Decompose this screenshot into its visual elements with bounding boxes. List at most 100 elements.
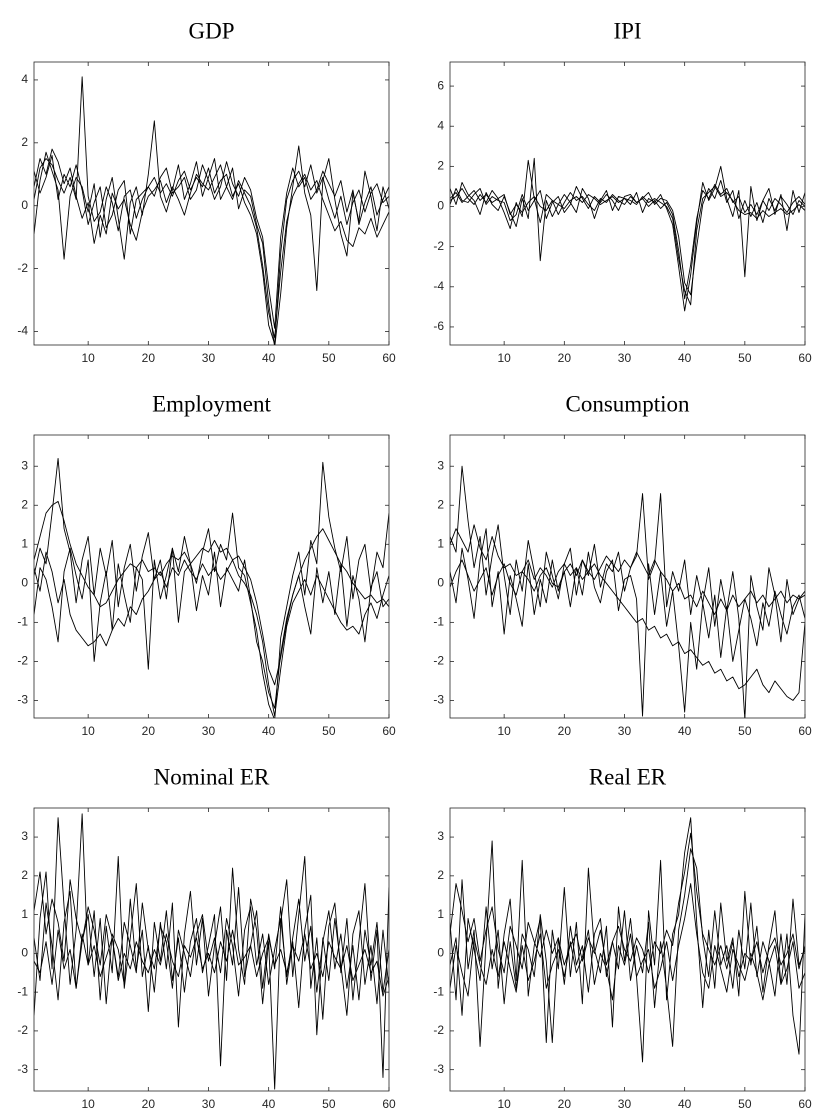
y-tick-label: 6 bbox=[437, 78, 444, 92]
series-line bbox=[450, 159, 805, 300]
subplot: Employment -3 -2 -1 0 1 2 3 10 20 30 40 50 60 bbox=[17, 391, 396, 738]
x-tick-label: 10 bbox=[497, 351, 511, 365]
y-tick-label: 1 bbox=[21, 536, 28, 550]
subplot-title: Nominal ER bbox=[154, 764, 270, 789]
y-tick-label: -3 bbox=[17, 1062, 28, 1076]
axes-frame bbox=[449, 434, 806, 719]
y-tick-label: 3 bbox=[21, 458, 28, 472]
x-tick-label: 30 bbox=[618, 724, 632, 738]
x-tick-label: 60 bbox=[382, 351, 396, 365]
y-tick-label: -3 bbox=[433, 693, 444, 707]
series-line bbox=[34, 813, 389, 1090]
x-tick-label: 30 bbox=[202, 351, 216, 365]
series-line bbox=[34, 148, 389, 339]
x-tick-label: 50 bbox=[738, 351, 752, 365]
y-tick-label: 0 bbox=[437, 576, 444, 590]
y-tick-label: 3 bbox=[437, 829, 444, 843]
y-tick-label: -1 bbox=[17, 615, 28, 629]
axes-frame bbox=[33, 434, 390, 719]
x-tick-label: 20 bbox=[558, 351, 572, 365]
plot-area bbox=[34, 457, 389, 718]
x-tick-label: 60 bbox=[798, 1097, 812, 1111]
x-tick-label: 50 bbox=[322, 351, 336, 365]
subplot-title: GDP bbox=[188, 18, 234, 43]
plot-area bbox=[450, 465, 805, 718]
series-line bbox=[34, 120, 389, 345]
series-line bbox=[450, 524, 805, 701]
x-tick-label: 10 bbox=[81, 724, 95, 738]
x-tick-label: 60 bbox=[382, 724, 396, 738]
subplot-title: Consumption bbox=[566, 391, 690, 416]
subplot: IPI -6 -4 -2 0 2 4 6 10 20 30 40 50 60 bbox=[433, 18, 812, 365]
plot-area bbox=[450, 817, 805, 1063]
series-line bbox=[34, 929, 389, 997]
y-tick-label: 3 bbox=[437, 458, 444, 472]
x-tick-label: 60 bbox=[798, 351, 812, 365]
series-line bbox=[34, 154, 389, 329]
x-tick-label: 60 bbox=[798, 724, 812, 738]
y-tick-label: -1 bbox=[17, 984, 28, 998]
axes-frame bbox=[33, 61, 390, 346]
y-tick-label: -2 bbox=[433, 654, 444, 668]
subplot-title: Employment bbox=[152, 391, 271, 416]
x-tick-label: 40 bbox=[262, 1097, 276, 1111]
series-line bbox=[450, 528, 805, 717]
y-tick-label: 4 bbox=[21, 72, 28, 86]
series-line bbox=[34, 457, 389, 718]
y-tick-label: -2 bbox=[433, 1023, 444, 1037]
x-tick-label: 60 bbox=[382, 1097, 396, 1111]
y-tick-label: -4 bbox=[433, 279, 444, 293]
y-tick-label: 2 bbox=[21, 868, 28, 882]
series-line bbox=[450, 817, 805, 1063]
y-tick-label: 3 bbox=[21, 829, 28, 843]
series-line bbox=[450, 185, 805, 306]
y-tick-label: 1 bbox=[21, 907, 28, 921]
y-tick-label: -6 bbox=[433, 319, 444, 333]
y-tick-label: -4 bbox=[17, 324, 28, 338]
x-tick-label: 10 bbox=[81, 1097, 95, 1111]
x-tick-label: 40 bbox=[262, 351, 276, 365]
x-tick-label: 20 bbox=[142, 1097, 156, 1111]
y-tick-label: 2 bbox=[437, 868, 444, 882]
series-line bbox=[34, 887, 389, 1067]
x-tick-label: 10 bbox=[497, 1097, 511, 1111]
subplot: Consumption -3 -2 -1 0 1 2 3 10 20 30 40 50 60 bbox=[433, 391, 812, 738]
series-line bbox=[34, 76, 389, 345]
series-line bbox=[450, 832, 805, 978]
y-tick-label: 0 bbox=[437, 199, 444, 213]
y-tick-label: 2 bbox=[437, 159, 444, 173]
axes-frame bbox=[449, 807, 806, 1092]
series-line bbox=[34, 551, 389, 717]
y-tick-label: 2 bbox=[21, 497, 28, 511]
series-line bbox=[34, 547, 389, 709]
y-tick-label: -3 bbox=[17, 693, 28, 707]
x-tick-label: 20 bbox=[142, 724, 156, 738]
subplot: Real ER -3 -2 -1 0 1 2 3 10 20 30 40 50 60 bbox=[433, 764, 812, 1111]
y-tick-label: 1 bbox=[437, 536, 444, 550]
y-tick-label: -2 bbox=[17, 654, 28, 668]
x-tick-label: 40 bbox=[678, 351, 692, 365]
x-tick-label: 20 bbox=[142, 351, 156, 365]
subplot-title: IPI bbox=[613, 18, 641, 43]
x-tick-label: 50 bbox=[322, 724, 336, 738]
x-tick-label: 40 bbox=[262, 724, 276, 738]
x-tick-label: 10 bbox=[497, 724, 511, 738]
subplot: GDP -4 -2 0 2 4 10 20 30 40 50 60 bbox=[17, 18, 396, 365]
y-tick-label: -1 bbox=[433, 615, 444, 629]
y-tick-label: 0 bbox=[21, 946, 28, 960]
y-tick-label: -2 bbox=[433, 239, 444, 253]
y-tick-label: 1 bbox=[437, 907, 444, 921]
x-tick-label: 30 bbox=[202, 1097, 216, 1111]
series-line bbox=[34, 500, 389, 686]
subplot-title: Real ER bbox=[589, 764, 667, 789]
y-tick-label: 0 bbox=[437, 946, 444, 960]
y-tick-label: 0 bbox=[21, 576, 28, 590]
y-tick-label: -1 bbox=[433, 984, 444, 998]
axes-frame bbox=[33, 807, 390, 1092]
subplot: Nominal ER -3 -2 -1 0 1 2 3 10 20 30 40 50 60 bbox=[17, 764, 396, 1111]
y-tick-label: 0 bbox=[21, 198, 28, 212]
plot-area bbox=[34, 76, 389, 345]
x-tick-label: 10 bbox=[81, 351, 95, 365]
series-line bbox=[450, 157, 805, 312]
